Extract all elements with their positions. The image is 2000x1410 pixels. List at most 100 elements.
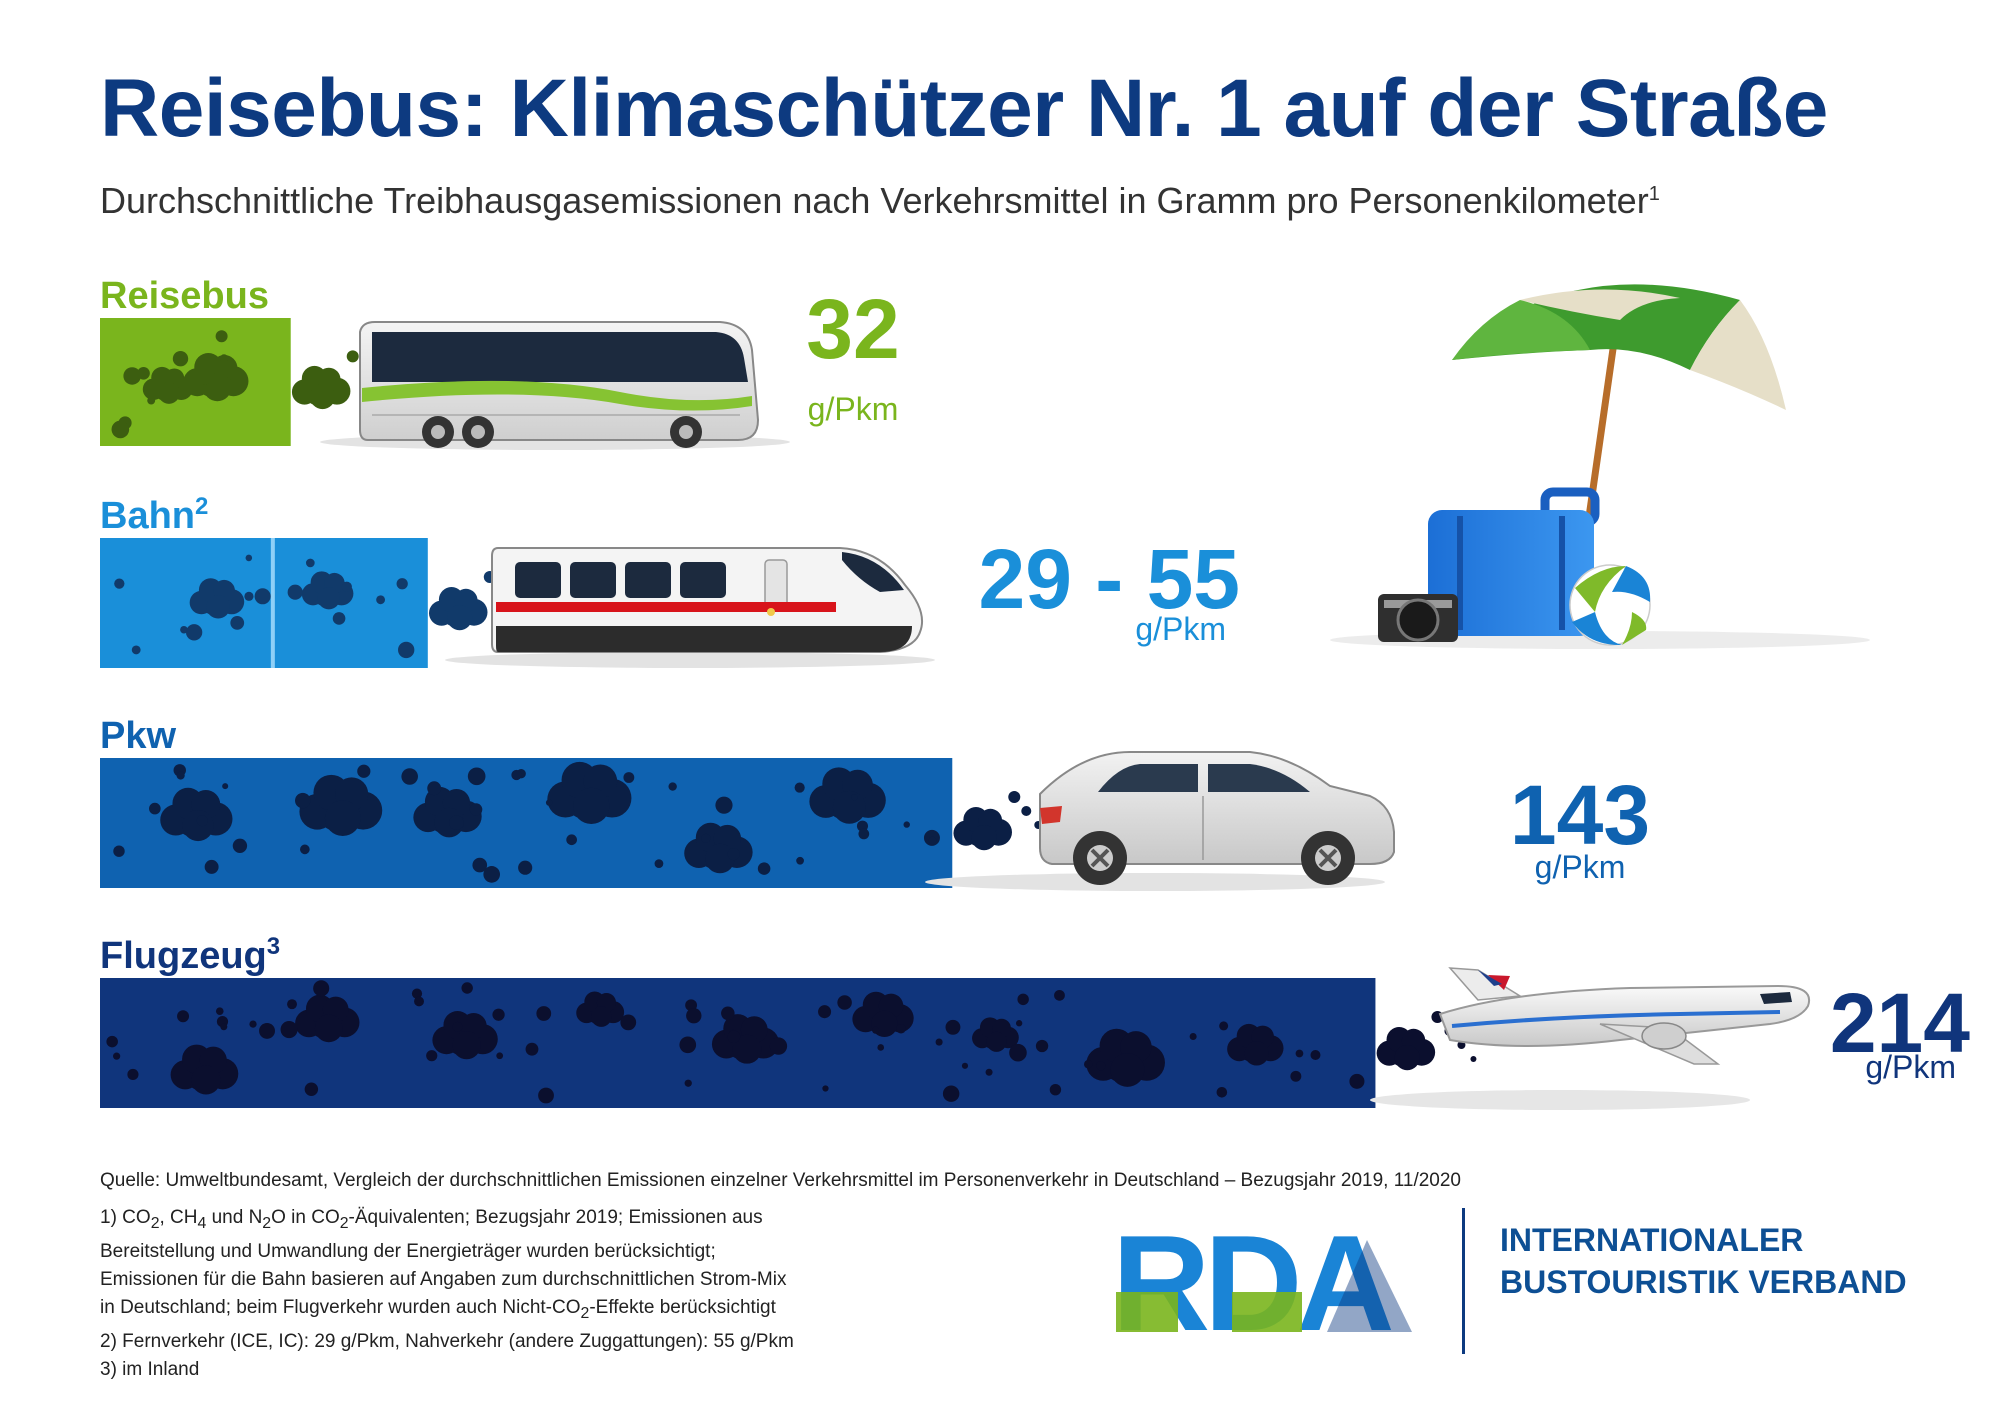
smoke-dot xyxy=(945,1019,961,1035)
smoke-dot xyxy=(511,769,522,781)
smoke-dot xyxy=(492,1008,505,1021)
smoke-dot xyxy=(398,641,415,659)
smoke-dot xyxy=(1008,791,1021,803)
unit-label-pkw: g/Pkm xyxy=(1535,849,1626,885)
high-speed-train-icon xyxy=(445,547,935,668)
smoke-dot xyxy=(1049,1084,1062,1096)
footnote-1-line-2: Bereitstellung und Umwandlung der Energi… xyxy=(100,1240,716,1262)
smoke-dot xyxy=(341,581,352,592)
smoke-dot xyxy=(452,1021,463,1032)
org-name-line-1: INTERNATIONALER xyxy=(1500,1222,1804,1258)
smoke-dot xyxy=(525,1042,539,1056)
smoke-dot xyxy=(332,612,346,625)
category-label-bahn: Bahn2 xyxy=(100,493,208,537)
smoke-dot xyxy=(220,1023,228,1031)
smoke-cloud xyxy=(1376,1027,1436,1071)
smoke-cloud xyxy=(183,353,249,402)
smoke-dot xyxy=(1017,993,1029,1006)
car-icon xyxy=(925,751,1395,891)
smoke-dot xyxy=(149,802,161,815)
smoke-dot xyxy=(254,588,271,605)
smoke-dot xyxy=(304,1082,319,1096)
subtitle-footnote: 1 xyxy=(1648,183,1660,205)
smoke-dot xyxy=(185,624,203,641)
smoke-dot xyxy=(858,828,870,840)
footnote-3: 3) im Inland xyxy=(100,1358,200,1380)
smoke-cloud xyxy=(953,807,1012,851)
smoke-dot xyxy=(177,1010,190,1023)
smoke-dot xyxy=(196,815,208,827)
footnote-2: 2) Fernverkehr (ICE, IC): 29 g/Pkm, Nahv… xyxy=(100,1330,794,1352)
smoke-dot xyxy=(545,799,553,806)
smoke-dot xyxy=(287,584,303,600)
smoke-dot xyxy=(215,330,228,343)
smoke-dot xyxy=(721,1006,735,1021)
smoke-dot xyxy=(401,768,418,785)
footnote-1-line-1: 1) CO2, CH4 und N2O in CO2-Äquivalenten;… xyxy=(100,1207,763,1232)
smoke-dot xyxy=(147,396,156,405)
value-label-flugzeug: 214 xyxy=(1830,976,1970,1070)
bar-range-divider xyxy=(270,538,275,668)
smoke-dot xyxy=(623,772,635,783)
beach-ball-icon xyxy=(1569,564,1651,646)
smoke-cloud xyxy=(972,1017,1019,1052)
smoke-dot xyxy=(469,803,483,816)
smoke-dot xyxy=(113,845,125,857)
unit-label-flugzeug: g/Pkm xyxy=(1865,1049,1956,1085)
smoke-dot xyxy=(411,988,423,999)
smoke-cloud xyxy=(291,365,351,410)
smoke-cloud xyxy=(1086,1028,1165,1087)
smoke-dot xyxy=(668,782,677,791)
subtitle: Durchschnittliche Treibhausgasemissionen… xyxy=(100,180,1660,222)
smoke-dot xyxy=(1349,1073,1365,1089)
smoke-cloud xyxy=(852,991,914,1038)
smoke-dot xyxy=(172,351,189,367)
smoke-dot xyxy=(985,1068,993,1076)
smoke-dot xyxy=(472,857,488,873)
smoke-dot xyxy=(727,848,740,861)
smoke-dot xyxy=(111,420,130,439)
smoke-dot xyxy=(903,821,910,828)
smoke-dot xyxy=(414,996,424,1007)
smoke-dot xyxy=(219,354,229,363)
smoke-dot xyxy=(376,595,386,605)
smoke-dot xyxy=(114,578,125,589)
smoke-dot xyxy=(1009,1043,1027,1062)
unit-label-bahn: g/Pkm xyxy=(1135,611,1226,647)
smoke-dot xyxy=(1295,1049,1304,1058)
smoke-dot xyxy=(357,764,371,778)
smoke-dot xyxy=(818,1005,832,1019)
smoke-dot xyxy=(679,1036,697,1054)
smoke-dot xyxy=(1189,1033,1197,1041)
smoke-dot xyxy=(123,367,141,385)
smoke-dot xyxy=(232,838,248,853)
smoke-dot xyxy=(287,999,297,1010)
smoke-dot xyxy=(106,1035,118,1048)
smoke-cloud xyxy=(160,787,233,842)
smoke-cloud xyxy=(189,578,245,619)
smoke-dot xyxy=(461,982,473,994)
smoke-dot xyxy=(727,1030,741,1044)
unit-label-reisebus: g/Pkm xyxy=(808,391,899,427)
smoke-cloud xyxy=(432,1010,498,1060)
smoke-dot xyxy=(249,1020,257,1028)
smoke-dot xyxy=(201,376,210,385)
smoke-cloud xyxy=(547,761,632,825)
smoke-dot xyxy=(176,771,185,780)
smoke-dot xyxy=(1035,1039,1049,1053)
smoke-dot xyxy=(961,1062,969,1069)
smoke-dot xyxy=(935,1038,943,1046)
footnote-1-line-4: in Deutschland; beim Flugverkehr wurden … xyxy=(100,1296,776,1322)
smoke-dot xyxy=(1096,1061,1106,1071)
smoke-dot xyxy=(449,815,464,830)
smoke-cloud xyxy=(301,571,354,610)
smoke-dot xyxy=(684,1079,692,1087)
smoke-dot xyxy=(127,1068,139,1081)
smoke-dot xyxy=(427,781,442,796)
smoke-dot xyxy=(396,578,408,590)
smoke-cloud xyxy=(142,366,193,404)
smoke-dot xyxy=(877,1044,885,1051)
smoke-dot xyxy=(837,995,852,1010)
category-label-reisebus: Reisebus xyxy=(100,275,269,317)
